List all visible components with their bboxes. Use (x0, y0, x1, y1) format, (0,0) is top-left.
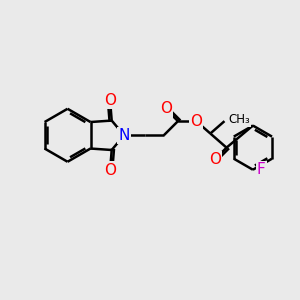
Text: O: O (160, 101, 172, 116)
Text: O: O (104, 163, 116, 178)
Text: O: O (104, 93, 116, 108)
Text: N: N (118, 128, 130, 143)
Text: F: F (257, 162, 266, 177)
Text: O: O (209, 152, 221, 167)
Text: CH₃: CH₃ (228, 113, 250, 126)
Text: O: O (190, 114, 202, 129)
